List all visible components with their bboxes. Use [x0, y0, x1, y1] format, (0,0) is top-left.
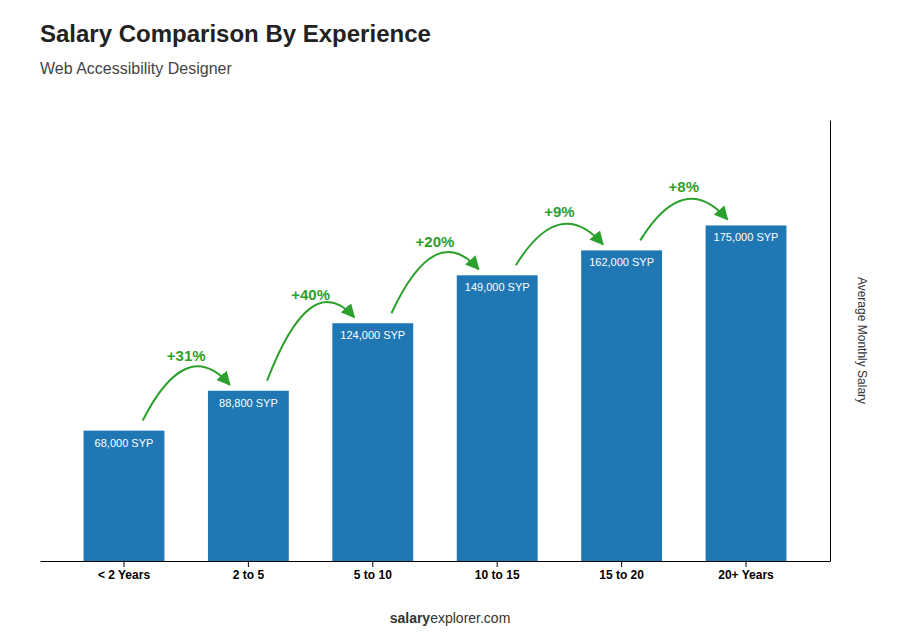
- growth-arrow: [391, 252, 478, 313]
- x-tick: 2 to 5: [233, 561, 265, 582]
- x-tick-label: < 2 Years: [98, 568, 150, 582]
- bar: [457, 275, 538, 561]
- bar: [581, 250, 662, 561]
- x-axis-line: [41, 561, 831, 562]
- y-axis-line: [830, 121, 831, 562]
- bar: [706, 225, 787, 561]
- bar: [84, 431, 165, 561]
- x-tick: 15 to 20: [599, 561, 644, 582]
- value-label: 175,000 SYP: [714, 231, 779, 243]
- x-tick-label: 10 to 15: [475, 568, 520, 582]
- value-label: 149,000 SYP: [465, 281, 530, 293]
- footer: salaryexplorer.com: [390, 610, 511, 626]
- x-tick: 5 to 10: [354, 561, 392, 582]
- subtitle: Web Accessibility Designer: [40, 60, 232, 77]
- growth-arrow: [267, 302, 354, 381]
- x-tick: 20+ Years: [718, 561, 774, 582]
- bars: [84, 225, 787, 561]
- bar: [208, 391, 289, 561]
- growth-label: +40%: [291, 286, 330, 303]
- x-tick-label: 15 to 20: [599, 568, 644, 582]
- growth-label: +31%: [167, 347, 206, 364]
- growth-label: +8%: [669, 178, 699, 195]
- x-axis: < 2 Years 2 to 5 5 to 10 10 to 15 15 to 20 20…: [41, 561, 831, 582]
- x-tick: 10 to 15: [475, 561, 520, 582]
- x-tick: < 2 Years: [98, 561, 150, 582]
- value-labels: 68,000 SYP 88,800 SYP 124,000 SYP 149,000 S…: [95, 231, 779, 448]
- bar: [332, 323, 413, 561]
- x-tick-label: 20+ Years: [718, 568, 774, 582]
- x-tick-label: 5 to 10: [354, 568, 392, 582]
- x-tick-mark: [248, 561, 249, 567]
- x-tick-mark: [746, 561, 747, 567]
- growth-label: +20%: [416, 233, 455, 250]
- chart-container: Salary Comparison By Experience Web Acces…: [0, 0, 900, 641]
- annotations: +31% +40% +20% +9% +8%: [143, 178, 728, 421]
- x-tick-mark: [372, 561, 373, 567]
- footer-part: salary: [390, 610, 431, 626]
- growth-arrow: [516, 224, 603, 266]
- x-tick-mark: [123, 561, 124, 567]
- y-axis-title: Average Monthly Salary: [855, 277, 869, 404]
- x-tick-mark: [497, 561, 498, 567]
- y-axis: [830, 121, 831, 562]
- x-tick-mark: [621, 561, 622, 567]
- growth-arrow: [143, 366, 230, 420]
- x-tick-label: 2 to 5: [233, 568, 265, 582]
- footer-part: explorer.com: [430, 610, 510, 626]
- value-label: 88,800 SYP: [219, 397, 278, 409]
- value-label: 124,000 SYP: [340, 329, 405, 341]
- value-label: 68,000 SYP: [95, 437, 154, 449]
- value-label: 162,000 SYP: [589, 256, 654, 268]
- growth-arrow: [640, 199, 727, 241]
- title: Salary Comparison By Experience: [40, 20, 431, 47]
- chart-svg: Salary Comparison By Experience Web Acces…: [0, 0, 900, 641]
- growth-label: +9%: [544, 203, 574, 220]
